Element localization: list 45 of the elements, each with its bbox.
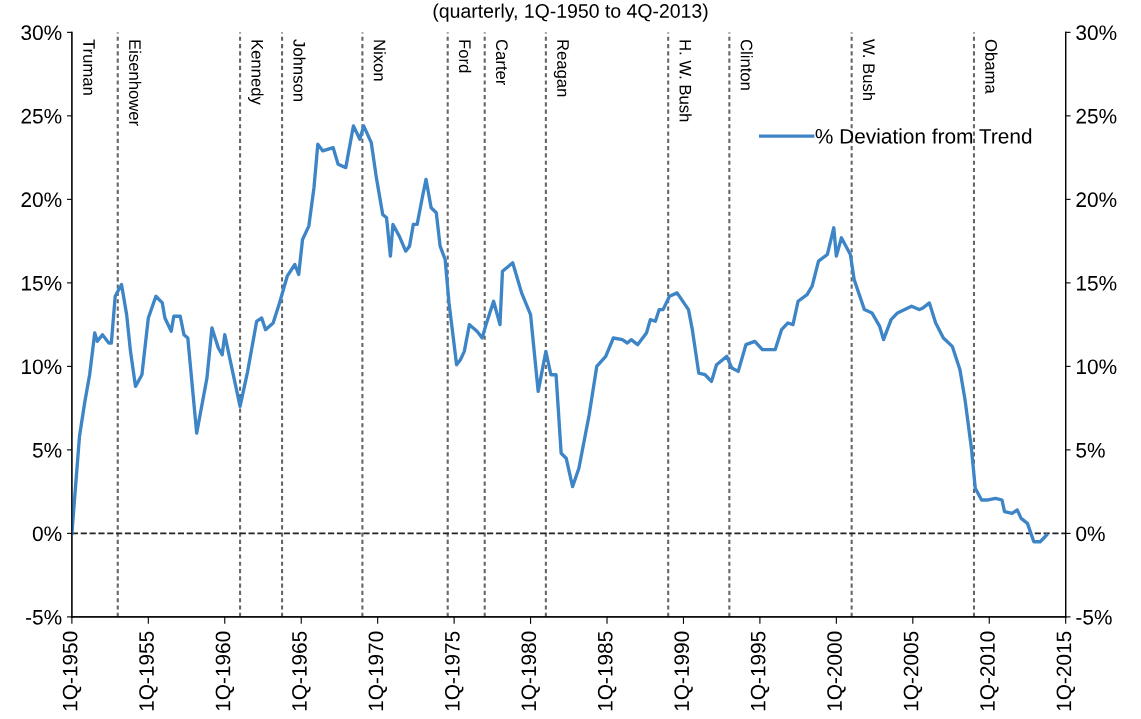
y-tick-label: 25% — [21, 108, 62, 124]
y2-tick-label: 0% — [1076, 526, 1105, 542]
ref-line-label: H. W. Bush — [679, 40, 692, 122]
y2-tick-label: 25% — [1076, 108, 1117, 124]
x-tick-label: 1Q-1950 — [62, 631, 82, 711]
x-tick-label: 1Q-1980 — [521, 631, 540, 711]
y-tick-label: 5% — [32, 442, 62, 458]
ref-line-label: Eisenhower — [129, 40, 142, 126]
y2-tick-label: 10% — [1077, 359, 1117, 375]
ref-line-label: Reagan — [553, 40, 569, 97]
y2-tick-label: 30% — [1076, 25, 1117, 41]
x-tick-label: 1Q-2005 — [903, 631, 923, 711]
y-tick-label: 10% — [22, 359, 62, 375]
x-tick-label: 1Q-2000 — [827, 631, 846, 711]
x-tick-label: 1Q-1985 — [597, 631, 617, 711]
y2-tick-label: -5% — [1076, 609, 1112, 625]
x-tick-label: 1Q-1995 — [750, 631, 770, 711]
y-tick-label: 20% — [21, 192, 62, 208]
ref-line-label: Kennedy — [248, 40, 264, 105]
annotation: Truman — [83, 39, 95, 95]
x-tick-label: 1Q-1970 — [368, 631, 387, 711]
ref-line-label: Obama — [985, 39, 998, 94]
y-tick-label: 30% — [21, 25, 62, 41]
x-tick-label: 1Q-1965 — [292, 631, 311, 711]
ref-line-label: Clinton — [740, 39, 753, 90]
x-tick-label: 1Q-1990 — [674, 631, 693, 711]
y-tick-label: 0% — [32, 526, 62, 542]
y2-tick-label: 15% — [1077, 275, 1117, 291]
x-tick-label: 1Q-1975 — [444, 631, 464, 711]
ref-line-label: Ford — [458, 40, 472, 73]
ref-line-label: Nixon — [373, 40, 386, 81]
x-tick-label: 1Q-1960 — [215, 631, 235, 711]
chart-title: (quarterly, 1Q-1950 to 4Q-2013) — [433, 3, 708, 22]
x-tick-label: 1Q-2010 — [980, 631, 999, 711]
ref-line-label: Johnson — [293, 39, 306, 101]
x-tick-label: 1Q-2015 — [1056, 631, 1076, 711]
y-tick-label: 15% — [22, 275, 62, 291]
line-series — [71, 124, 1049, 544]
y-tick-label: -5% — [26, 609, 62, 625]
x-tick-label: 1Q-1955 — [139, 631, 158, 711]
ref-line-label: Carter — [495, 39, 508, 86]
y2-tick-label: 5% — [1076, 442, 1105, 458]
ref-line-label: W. Bush — [862, 39, 876, 101]
legend-label: % Deviation from Trend — [815, 128, 1032, 144]
y2-tick-label: 20% — [1076, 192, 1117, 208]
